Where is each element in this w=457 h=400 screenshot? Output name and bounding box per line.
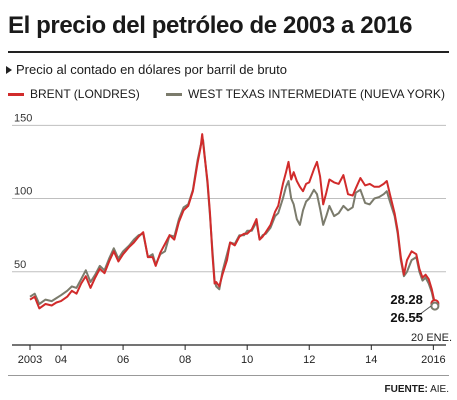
chart-subtitle: Precio al contado en dólares por barril … <box>6 62 287 77</box>
source-note: FUENTE: AIE. <box>385 384 449 395</box>
series-line-brent <box>29 133 436 310</box>
legend-item-wti: WEST TEXAS INTERMEDIATE (NUEVA YORK) <box>166 87 445 101</box>
legend-label-wti: WEST TEXAS INTERMEDIATE (NUEVA YORK) <box>188 87 445 101</box>
y-tick-label: 150 <box>14 112 32 124</box>
end-point-wti <box>430 301 440 311</box>
legend-label-brent: BRENT (LONDRES) <box>30 87 140 101</box>
end-value-label-brent: 28.28 <box>390 292 423 307</box>
title-divider <box>8 51 449 53</box>
source-value: AIE. <box>430 384 449 395</box>
x-tick-label: 06 <box>117 354 129 366</box>
x-tick-label: 12 <box>303 354 315 366</box>
x-tick-label: 2003 <box>18 354 42 366</box>
x-tick-label: 2016 <box>421 354 445 366</box>
source-label: FUENTE: <box>384 384 428 395</box>
x-tick-label: 04 <box>55 354 67 366</box>
footer-divider <box>8 375 449 376</box>
series-line-wti <box>29 139 436 307</box>
end-value-label-wti: 26.55 <box>390 310 423 325</box>
page-title: El precio del petróleo de 2003 a 2016 <box>8 12 413 39</box>
x-tick-label: 14 <box>365 354 377 366</box>
legend-swatch-brent <box>8 92 24 96</box>
end-date-label: 20 ENE. <box>411 332 452 344</box>
x-tick-label: 10 <box>241 354 253 366</box>
legend-swatch-wti <box>166 92 182 96</box>
subtitle-text: Precio al contado en dólares por barril … <box>16 62 287 77</box>
y-tick-label: 50 <box>14 259 26 271</box>
triangle-bullet-icon <box>6 66 12 74</box>
y-tick-label: 100 <box>14 186 32 198</box>
legend-item-brent: BRENT (LONDRES) <box>8 87 140 101</box>
end-leader-wti <box>414 305 432 319</box>
x-tick-label: 08 <box>179 354 191 366</box>
